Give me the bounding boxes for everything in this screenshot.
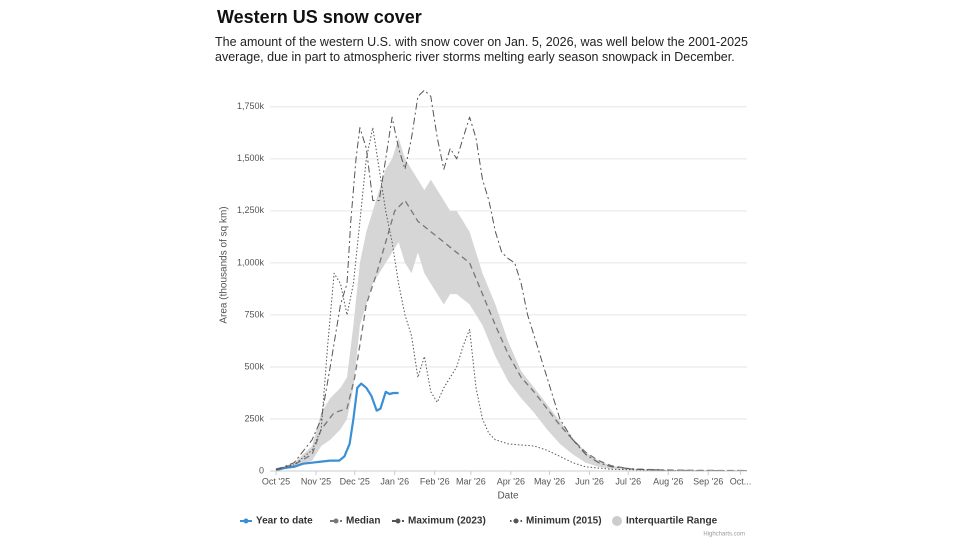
legend-marker bbox=[333, 518, 339, 524]
range-area bbox=[276, 138, 747, 471]
y-axis-title: Area (thousands of sq km) bbox=[219, 206, 230, 323]
legend-label: Interquartile Range bbox=[626, 516, 718, 527]
legend-symbol bbox=[612, 516, 622, 526]
series-line bbox=[275, 382, 399, 472]
x-tick-label: Mar '26 bbox=[456, 476, 486, 486]
x-tick-label: Oct... bbox=[730, 476, 752, 486]
y-tick-label: 250k bbox=[244, 413, 264, 423]
plot-area bbox=[270, 89, 748, 472]
x-tick-label: Feb '26 bbox=[420, 476, 450, 486]
x-tick-label: Dec '25 bbox=[340, 476, 370, 486]
x-tick-label: May '26 bbox=[534, 476, 565, 486]
credit: Highcharts.com bbox=[703, 532, 745, 538]
x-tick-label: Apr '26 bbox=[497, 476, 525, 486]
series-line bbox=[275, 89, 748, 472]
legend-label: Year to date bbox=[256, 516, 313, 527]
legend-marker bbox=[395, 518, 401, 524]
y-tick-label: 1,750k bbox=[237, 101, 265, 111]
legend-marker bbox=[243, 518, 249, 524]
subtitle-box: The amount of the western U.S. with snow… bbox=[215, 35, 748, 64]
y-tick-label: 1,000k bbox=[237, 257, 265, 267]
series-line bbox=[275, 199, 748, 472]
x-axis-title: Date bbox=[497, 491, 519, 502]
chart-title: Western US snow cover bbox=[217, 7, 422, 27]
series-line bbox=[275, 127, 748, 472]
y-tick-label: 1,250k bbox=[237, 205, 265, 215]
legend-item[interactable]: Minimum (2015) bbox=[510, 516, 602, 527]
y-tick-label: 500k bbox=[244, 361, 264, 371]
x-tick-label: Sep '26 bbox=[693, 476, 723, 486]
legend-label: Median bbox=[346, 516, 380, 527]
legend-item[interactable]: Maximum (2023) bbox=[392, 516, 486, 527]
x-tick-label: Oct '25 bbox=[262, 476, 290, 486]
y-tick-label: 0 bbox=[259, 465, 264, 475]
x-tick-label: Aug '26 bbox=[653, 476, 683, 486]
x-tick-label: Jan '26 bbox=[380, 476, 409, 486]
x-tick-label: Nov '25 bbox=[301, 476, 331, 486]
legend-label: Minimum (2015) bbox=[526, 516, 602, 527]
legend-item[interactable]: Interquartile Range bbox=[612, 516, 718, 527]
legend-marker bbox=[513, 518, 519, 524]
y-tick-label: 1,500k bbox=[237, 153, 265, 163]
chart-subtitle: The amount of the western U.S. with snow… bbox=[215, 35, 748, 64]
legend-label: Maximum (2023) bbox=[408, 516, 486, 527]
legend-item[interactable]: Year to date bbox=[240, 516, 313, 527]
legend-item[interactable]: Median bbox=[330, 516, 380, 527]
x-tick-label: Jul '26 bbox=[615, 476, 641, 486]
x-tick-label: Jun '26 bbox=[575, 476, 604, 486]
y-tick-label: 750k bbox=[244, 309, 264, 319]
